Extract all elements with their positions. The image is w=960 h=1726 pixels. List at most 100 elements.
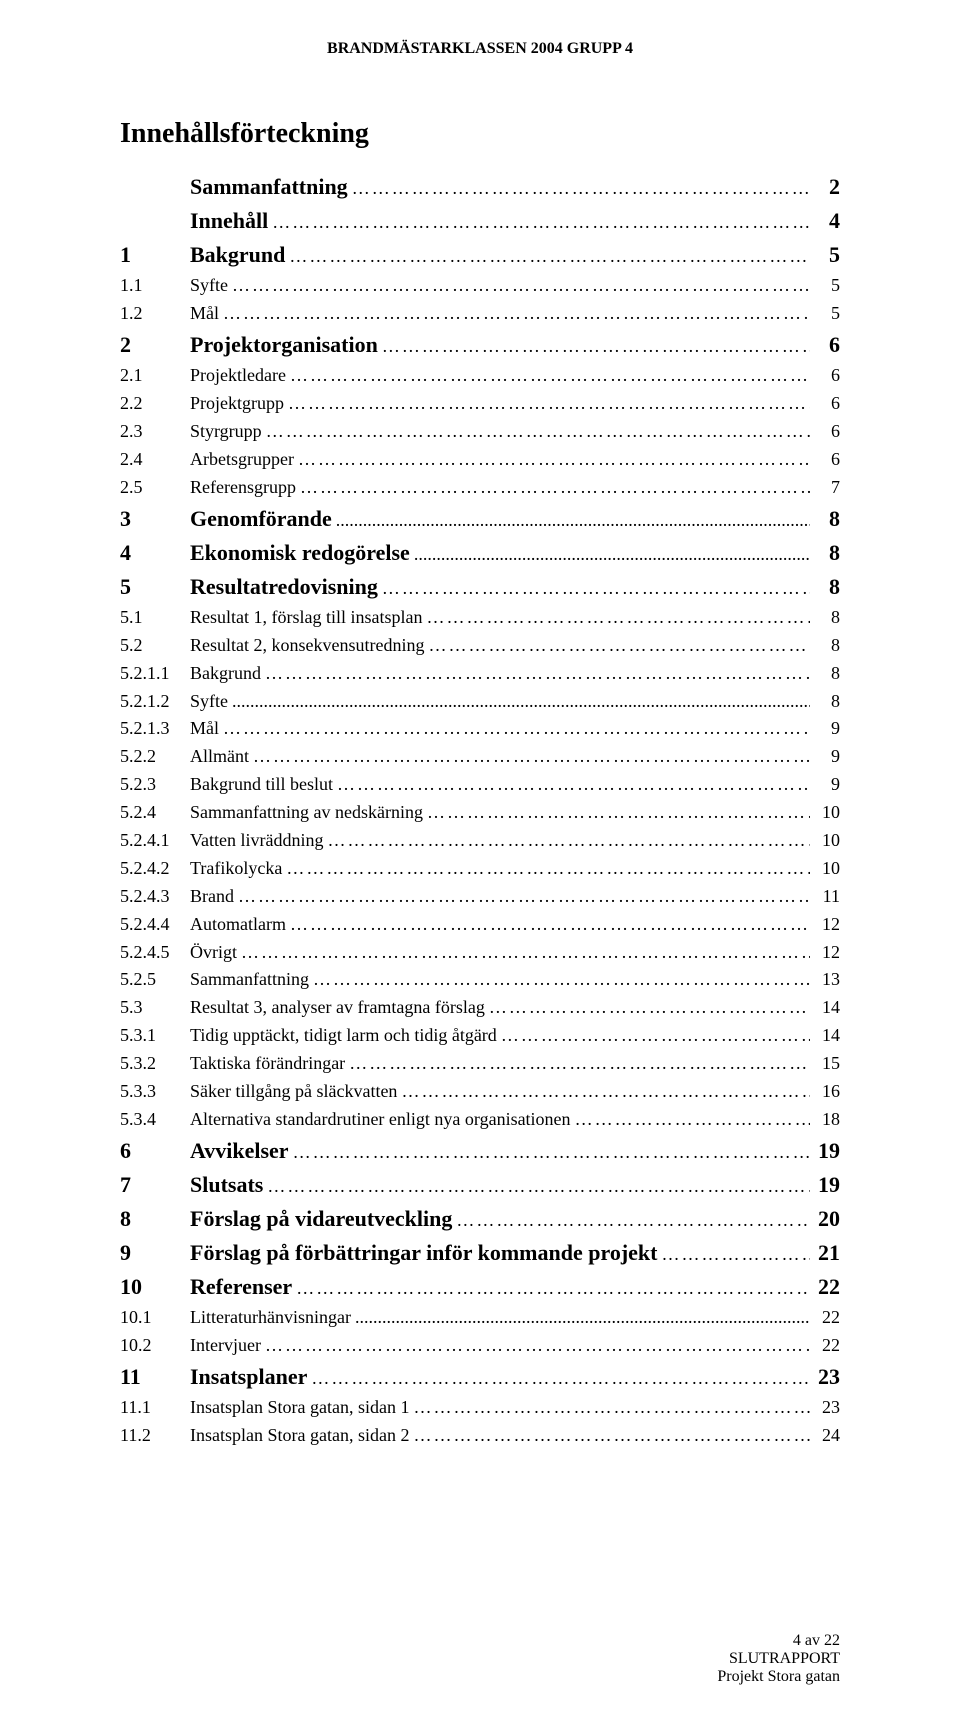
toc-entry-number: 10.2 (120, 1332, 190, 1360)
toc-entry-label: Innehåll (190, 204, 268, 238)
toc-row: 11.1Insatsplan Stora gatan, sidan 1 23 (120, 1394, 840, 1422)
toc-row: 5.2.1.2Syfte8 (120, 688, 840, 716)
toc-entry-label: Alternativa standardrutiner enligt nya o… (190, 1106, 571, 1134)
toc-row: 5.3.2Taktiska förändringar15 (120, 1050, 840, 1078)
toc-row: 2.4Arbetsgrupper6 (120, 446, 840, 474)
toc-leader-dots (423, 799, 810, 827)
toc-row: 1.1Syfte5 (120, 272, 840, 300)
toc-entry-number: 7 (120, 1168, 190, 1202)
toc-entry-number: 5.2.2 (120, 743, 190, 771)
toc-row: 10.1Litteraturhänvisningar22 (120, 1304, 840, 1332)
toc-entry-page: 6 (810, 390, 840, 418)
toc-row: 7Slutsats19 (120, 1168, 840, 1202)
toc-row: 3Genomförande 8 (120, 502, 840, 536)
toc-entry-number: 5.2.1.2 (120, 688, 190, 716)
toc-entry-page: 20 (810, 1202, 840, 1236)
toc-entry-number: 1 (120, 238, 190, 272)
toc-entry-label: Insatsplaner (190, 1360, 307, 1394)
footer-project-name: Projekt Stora gatan (717, 1668, 840, 1686)
toc-entry-page: 14 (810, 994, 840, 1022)
toc-row: 5.2.4.1Vatten livräddning10 (120, 827, 840, 855)
toc-entry-label: Övrigt (190, 939, 237, 967)
toc-entry-page: 10 (810, 855, 840, 883)
toc-leader-dots (424, 632, 810, 660)
toc-leader-dots (348, 175, 810, 203)
toc-leader-dots (409, 1394, 810, 1422)
toc-entry-page: 23 (810, 1394, 840, 1422)
toc-entry-number: 5.2.1.1 (120, 660, 190, 688)
toc-entry-page: 8 (810, 632, 840, 660)
toc-leader-dots (285, 243, 810, 271)
toc-row: 1.2Mål5 (120, 300, 840, 328)
toc-entry-number: 6 (120, 1134, 190, 1168)
document-header: BRANDMÄSTARKLASSEN 2004 GRUPP 4 (120, 40, 840, 58)
toc-entry-number: 5.3.3 (120, 1078, 190, 1106)
toc-entry-label: Bakgrund (190, 660, 261, 688)
toc-row: 11.2Insatsplan Stora gatan, sidan 224 (120, 1422, 840, 1450)
toc-entry-label: Referensgrupp (190, 474, 296, 502)
toc-entry-number: 10 (120, 1270, 190, 1304)
toc-entry-page: 10 (810, 827, 840, 855)
toc-entry-page: 13 (810, 966, 840, 994)
toc-row: 5.3Resultat 3, analyser av framtagna för… (120, 994, 840, 1022)
toc-entry-label: Ekonomisk redogörelse (190, 536, 410, 570)
toc-entry-label: Allmänt (190, 743, 249, 771)
toc-entry-label: Insatsplan Stora gatan, sidan 1 (190, 1394, 409, 1422)
toc-row: 5.1Resultat 1, förslag till insatsplan8 (120, 604, 840, 632)
toc-entry-number: 2.1 (120, 362, 190, 390)
toc-entry-page: 8 (810, 688, 840, 716)
toc-leader-dots (261, 660, 810, 688)
toc-entry-page: 4 (810, 204, 840, 238)
toc-entry-label: Trafikolycka (190, 855, 282, 883)
toc-row: 5.2.4.5Övrigt12 (120, 939, 840, 967)
toc-entry-page: 12 (810, 939, 840, 967)
toc-entry-label: Sammanfattning (190, 966, 309, 994)
toc-leader-dots (309, 966, 810, 994)
toc-entry-number: 11 (120, 1360, 190, 1394)
toc-leader-dots (284, 390, 810, 418)
toc-entry-label: Syfte (190, 272, 228, 300)
toc-row: 5.3.3Säker tillgång på släckvatten16 (120, 1078, 840, 1106)
toc-entry-label: Bakgrund till beslut (190, 771, 333, 799)
toc-entry-label: Arbetsgrupper (190, 446, 294, 474)
toc-entry-number: 11.1 (120, 1394, 190, 1422)
toc-leader-dots (286, 911, 810, 939)
toc-leader-dots (262, 418, 810, 446)
toc-entry-page: 6 (810, 328, 840, 362)
toc-entry-number: 3 (120, 502, 190, 536)
toc-leader-dots (485, 994, 810, 1022)
toc-entry-page: 8 (810, 502, 840, 536)
toc-entry-number: 5.3 (120, 994, 190, 1022)
toc-leader-dots (409, 1422, 810, 1450)
toc-entry-page: 19 (810, 1134, 840, 1168)
toc-row: 5.2.1.3Mål9 (120, 715, 840, 743)
toc-entry-page: 7 (810, 474, 840, 502)
toc-entry-number: 5.2.5 (120, 966, 190, 994)
toc-entry-number: 2.2 (120, 390, 190, 418)
toc-entry-number: 5.2.4.1 (120, 827, 190, 855)
toc-leader-dots (571, 1106, 810, 1134)
toc-entry-label: Genomförande (190, 502, 332, 536)
toc-row: Innehåll 4 (120, 204, 840, 238)
toc-entry-number: 5.1 (120, 604, 190, 632)
toc-entry-label: Säker tillgång på släckvatten (190, 1078, 397, 1106)
toc-entry-number: 5 (120, 570, 190, 604)
toc-entry-number: 5.3.2 (120, 1050, 190, 1078)
toc-entry-page: 8 (810, 660, 840, 688)
toc-entry-number: 2 (120, 328, 190, 362)
toc-entry-label: Resultatredovisning (190, 570, 378, 604)
toc-leader-dots (219, 715, 810, 743)
toc-entry-label: Förslag på förbättringar inför kommande … (190, 1236, 658, 1270)
toc-row: 5.2.4Sammanfattning av nedskärning10 (120, 799, 840, 827)
toc-leader-dots (397, 1078, 810, 1106)
toc-leader-dots (296, 474, 810, 502)
toc-entry-label: Litteraturhänvisningar (190, 1304, 351, 1332)
toc-row: 5.2.4.3Brand11 (120, 883, 840, 911)
toc-row: 2.3Styrgrupp6 (120, 418, 840, 446)
toc-entry-page: 12 (810, 911, 840, 939)
toc-row: 2.1Projektledare6 (120, 362, 840, 390)
toc-leader-dots (323, 827, 810, 855)
toc-entry-label: Styrgrupp (190, 418, 262, 446)
toc-entry-page: 19 (810, 1168, 840, 1202)
toc-row: 8Förslag på vidareutveckling20 (120, 1202, 840, 1236)
